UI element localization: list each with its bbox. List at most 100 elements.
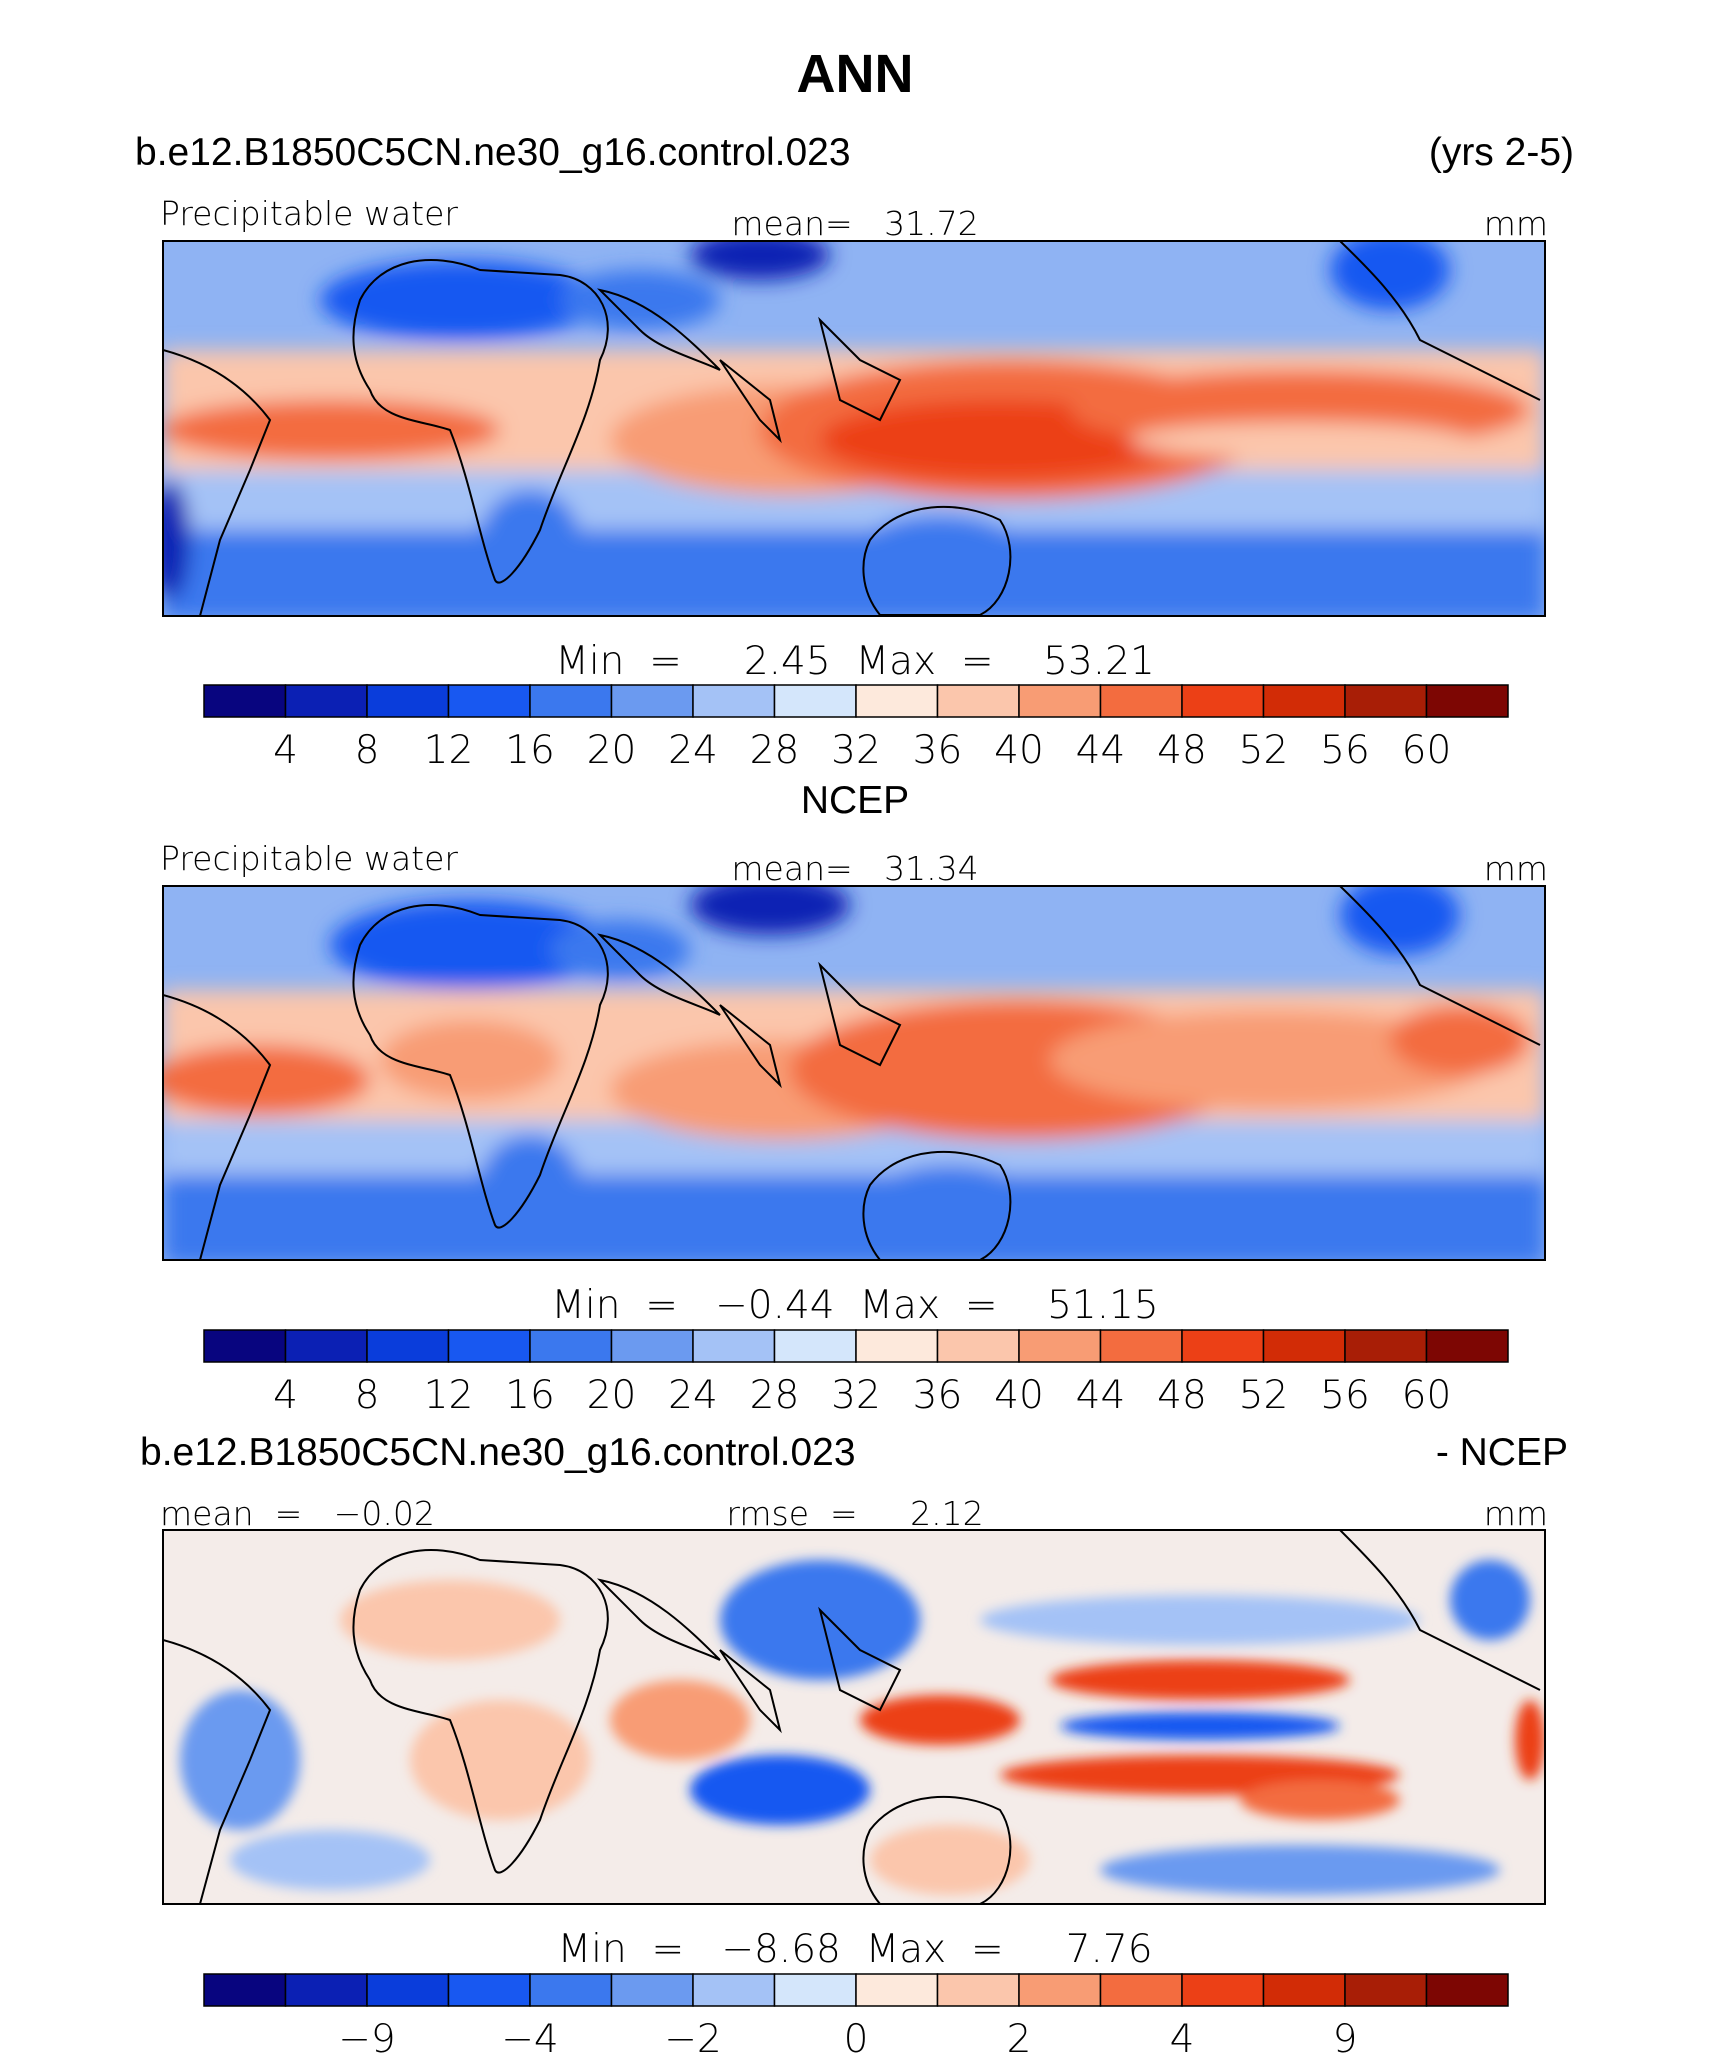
colorbar-box-10 xyxy=(1018,684,1102,718)
panel3-pacific-eq-neg xyxy=(1060,1712,1340,1740)
panel2-arabia xyxy=(550,920,690,980)
panel1-variable: Precipitable water xyxy=(160,194,458,233)
panel1-itcz-atlantic xyxy=(163,400,500,460)
panel3-pacific-se-pos xyxy=(1240,1780,1400,1820)
colorbar-box-12 xyxy=(1181,1973,1265,2007)
colorbar-tick-label: 28 xyxy=(750,728,800,773)
colorbar-tick-label: 56 xyxy=(1320,1373,1370,1418)
panel1-map xyxy=(163,241,1545,616)
colorbar-box-6 xyxy=(692,684,776,718)
colorbar-box-13 xyxy=(1262,684,1346,718)
panel1-mean: mean= 31.72 xyxy=(731,204,978,243)
panel2-variable: Precipitable water xyxy=(160,839,458,878)
panel2-sahara xyxy=(330,900,610,990)
panel3-africa-pos xyxy=(340,1580,560,1660)
panel2-south-africa xyxy=(480,1135,580,1235)
colorbar-tick-label: 36 xyxy=(913,728,963,773)
colorbar-box-4 xyxy=(529,1973,613,2007)
colorbar-tick-label: 48 xyxy=(1157,728,1207,773)
colorbar-box-9 xyxy=(936,684,1020,718)
panel1-australia xyxy=(850,515,1030,605)
colorbar-box-5 xyxy=(610,1329,694,1363)
panel2-north-america xyxy=(1340,886,1460,955)
panel1-sahara xyxy=(320,260,600,340)
colorbar-box-2 xyxy=(366,1973,450,2007)
panel3-east-pacific-pos xyxy=(1515,1700,1545,1780)
colorbar-tick-label: 36 xyxy=(913,1373,963,1418)
colorbar-box-15 xyxy=(1425,1973,1509,2007)
panel3-pacific-band-neg xyxy=(980,1595,1420,1645)
colorbar-tick-label: 4 xyxy=(273,728,298,773)
colorbar-box-5 xyxy=(610,1973,694,2007)
colorbar-box-1 xyxy=(284,1973,368,2007)
panel1-tibet xyxy=(690,241,830,280)
colorbar-box-7 xyxy=(773,1973,857,2007)
panel1-cold-tongue xyxy=(1130,422,1470,458)
colorbar-tick-label: 4 xyxy=(1170,2017,1195,2062)
colorbar-tick-label: 20 xyxy=(587,1373,637,1418)
panel2-frame xyxy=(162,885,1546,1261)
colorbar-tick-label: −2 xyxy=(664,2017,722,2062)
colorbar-tick-label: 2 xyxy=(1007,2017,1032,2062)
colorbar-box-14 xyxy=(1344,1329,1428,1363)
panel1-south-africa xyxy=(480,490,580,590)
colorbar-box-3 xyxy=(447,1329,531,1363)
panel3-minmax: Min = −8.68 Max = 7.76 xyxy=(557,1927,1152,1972)
colorbar-tick-label: 32 xyxy=(831,728,881,773)
colorbar-tick-label: 24 xyxy=(668,728,718,773)
panel2-mean: mean= 31.34 xyxy=(731,849,978,888)
colorbar-tick-label: −9 xyxy=(338,2017,396,2062)
panel1-units: mm xyxy=(1484,204,1548,243)
colorbar-box-9 xyxy=(936,1329,1020,1363)
panel3-units: mm xyxy=(1484,1494,1548,1533)
panel3-s-atlantic-neg xyxy=(230,1830,430,1890)
panel3-north-america-neg xyxy=(1450,1560,1530,1640)
colorbar-box-4 xyxy=(529,684,613,718)
panel3-rmse: rmse = 2.12 xyxy=(726,1494,983,1533)
colorbar-tick-label: 56 xyxy=(1320,728,1370,773)
panel2-tibet xyxy=(690,886,850,935)
colorbar-box-6 xyxy=(692,1329,776,1363)
panel3-s-america-neg xyxy=(180,1690,300,1830)
panel2-title: NCEP xyxy=(801,779,909,822)
colorbar-tick-label: 40 xyxy=(994,728,1044,773)
colorbar-box-13 xyxy=(1262,1973,1346,2007)
colorbar-tick-label: 32 xyxy=(831,1373,881,1418)
colorbar-box-2 xyxy=(366,684,450,718)
panel1-title: b.e12.B1850C5CN.ne30_g16.control.023 xyxy=(135,131,851,174)
colorbar-tick-label: −4 xyxy=(501,2017,559,2062)
colorbar-tick-label: 52 xyxy=(1239,728,1289,773)
colorbar-tick-label: 20 xyxy=(587,728,637,773)
panel1-north-america xyxy=(1330,241,1450,310)
colorbar-box-4 xyxy=(529,1329,613,1363)
colorbar-tick-label: 4 xyxy=(273,1373,298,1418)
colorbar-box-0 xyxy=(203,1329,287,1363)
panel3-map xyxy=(163,1530,1545,1904)
panel2-east-pacific xyxy=(1390,1005,1530,1075)
colorbar-box-11 xyxy=(1099,1329,1183,1363)
panel1-coastlines xyxy=(163,241,1541,616)
colorbar-box-0 xyxy=(203,1973,287,2007)
colorbar-tick-label: 40 xyxy=(994,1373,1044,1418)
colorbar-tick-label: 8 xyxy=(355,728,380,773)
panel2-atlantic xyxy=(163,1045,370,1115)
colorbar-tick-label: 0 xyxy=(844,2017,869,2062)
colorbar-box-7 xyxy=(773,1329,857,1363)
panel2-colorbar-ticks: 4 8 12 16 20 24 28 32 36 40 44 48 52 56 60 xyxy=(273,1373,1451,1418)
panel2-africa xyxy=(380,1020,560,1100)
panel2-units: mm xyxy=(1484,849,1548,888)
panel2-coastlines xyxy=(163,886,1541,1260)
panel3-colorbar xyxy=(203,1973,1509,2007)
panel3-period: - NCEP xyxy=(1436,1431,1568,1474)
colorbar-box-8 xyxy=(855,684,939,718)
colorbar-box-8 xyxy=(855,1329,939,1363)
colorbar-box-12 xyxy=(1181,684,1265,718)
colorbar-tick-label: 9 xyxy=(1333,2017,1358,2062)
colorbar-box-3 xyxy=(447,1973,531,2007)
panel3-africa-pos2 xyxy=(410,1700,590,1820)
panel3-mean: mean = −0.02 xyxy=(160,1494,435,1533)
colorbar-box-5 xyxy=(610,684,694,718)
panel1-frame xyxy=(162,240,1546,617)
panel1-period: (yrs 2-5) xyxy=(1429,131,1574,174)
panel3-frame xyxy=(162,1529,1546,1905)
